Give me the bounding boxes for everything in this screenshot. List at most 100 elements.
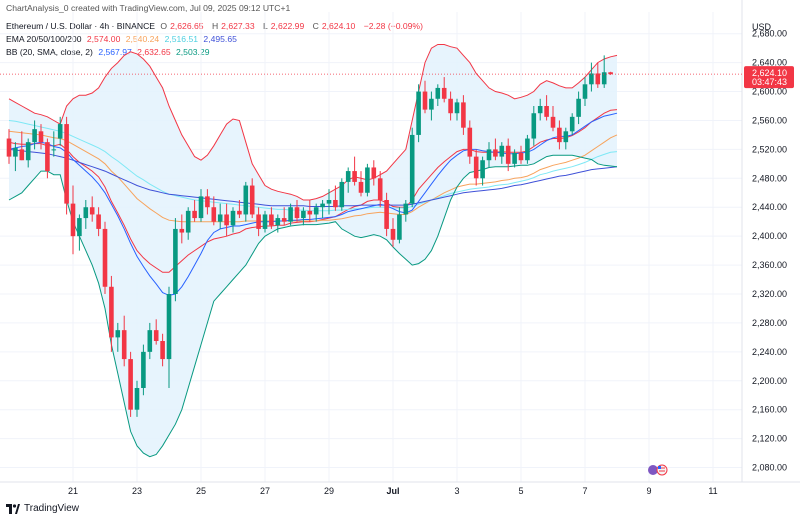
candle-body (307, 210, 313, 215)
candle-body (160, 341, 165, 360)
candle (473, 149, 479, 186)
candle (262, 210, 268, 233)
candle-body (403, 203, 409, 215)
candle-body (173, 228, 178, 294)
candle (237, 200, 242, 219)
candle-body (198, 196, 204, 219)
candle (224, 203, 229, 237)
candle (371, 160, 377, 186)
candle (422, 80, 428, 114)
candle-body (96, 214, 101, 229)
candle (352, 156, 357, 186)
candle (461, 95, 466, 135)
x-tick-label: Jul (386, 486, 399, 496)
series-bb-upper (8, 44, 618, 201)
candle (550, 106, 556, 132)
ema50-value: 2,540.24 (125, 34, 160, 44)
candle (269, 207, 274, 229)
low-value: 2,622.99 (270, 21, 305, 31)
candle-body (493, 149, 498, 157)
y-tick-label: 2,360.00 (752, 260, 787, 270)
ema200-value: 2,495.65 (203, 34, 237, 44)
candle-body (205, 196, 210, 208)
candle-body (589, 73, 594, 85)
candle-body (45, 142, 50, 172)
bb-label: BB (20, SMA, close, 2) (6, 47, 93, 57)
x-tick-label: 5 (518, 486, 523, 496)
price-axis[interactable]: 2,680.00 2,640.00 2,600.00 2,560.00 2,520.00… (752, 29, 787, 473)
candle-body (51, 149, 57, 151)
candle (281, 207, 287, 226)
candle-body (89, 207, 95, 215)
candle (294, 200, 300, 222)
candle-body (358, 181, 364, 193)
candle-body (371, 167, 377, 179)
candle (518, 145, 524, 164)
y-tick-label: 2,480.00 (752, 173, 787, 183)
candle-body (153, 330, 159, 341)
ema-legend: EMA 20/50/100/200 2,574.00 2,540.24 2,51… (6, 34, 240, 44)
candle-body (25, 142, 31, 161)
tradingview-logo-icon (6, 503, 20, 514)
candle-body (422, 91, 428, 110)
candle-body (192, 210, 197, 219)
candle (448, 91, 453, 121)
candle (531, 106, 537, 146)
x-tick-label: 11 (708, 486, 717, 496)
candle (121, 315, 127, 367)
candle-body (77, 218, 82, 237)
candle-body (582, 84, 588, 99)
candle-body (281, 218, 287, 222)
dividend-event-icon[interactable] (648, 465, 658, 475)
candle (179, 214, 185, 244)
candle (505, 138, 511, 172)
high-value: 2,627.33 (221, 21, 255, 31)
last-price-value: 2,624.10 (752, 68, 787, 78)
candle-body (416, 91, 421, 135)
candle-body (429, 98, 434, 110)
candle-body (550, 116, 556, 128)
events-icon[interactable] (648, 464, 668, 476)
candle (358, 171, 364, 197)
candle (544, 95, 549, 121)
candle-body (211, 207, 217, 222)
candle-body (333, 200, 338, 208)
candle-body (326, 200, 332, 204)
candle-body (480, 160, 485, 179)
candle (70, 185, 76, 255)
candle (25, 138, 31, 168)
candle (192, 200, 197, 222)
candle-body (224, 214, 229, 226)
candle-body (237, 210, 242, 215)
candle (582, 77, 588, 106)
candle-body (102, 228, 108, 287)
candle-body (121, 330, 127, 360)
candle-body (486, 149, 492, 161)
candle-body (537, 106, 543, 114)
candle (275, 214, 281, 233)
candle-body (595, 73, 601, 85)
time-axis[interactable]: 21 23 25 27 29 Jul 3 5 7 9 11 (68, 486, 718, 496)
candle (525, 134, 530, 164)
candle (339, 178, 345, 211)
candle-body (147, 330, 153, 352)
candle (601, 55, 607, 88)
candle (243, 181, 249, 222)
candle-body (128, 359, 133, 410)
candle (441, 77, 447, 103)
candle-body (269, 214, 274, 226)
candle-body (32, 129, 37, 143)
candle-body (217, 214, 223, 222)
candle-body (409, 134, 415, 204)
close-label: C (312, 21, 319, 31)
candle (217, 203, 223, 229)
candle (307, 200, 313, 222)
y-tick-label: 2,680.00 (752, 29, 787, 39)
candle-body (141, 351, 146, 388)
candle (109, 275, 114, 352)
candle-body (435, 87, 441, 99)
symbol-label: Ethereum / U.S. Dollar · 4h · BINANCE (6, 21, 156, 31)
candle-body (518, 153, 524, 161)
candle-body (256, 214, 261, 229)
